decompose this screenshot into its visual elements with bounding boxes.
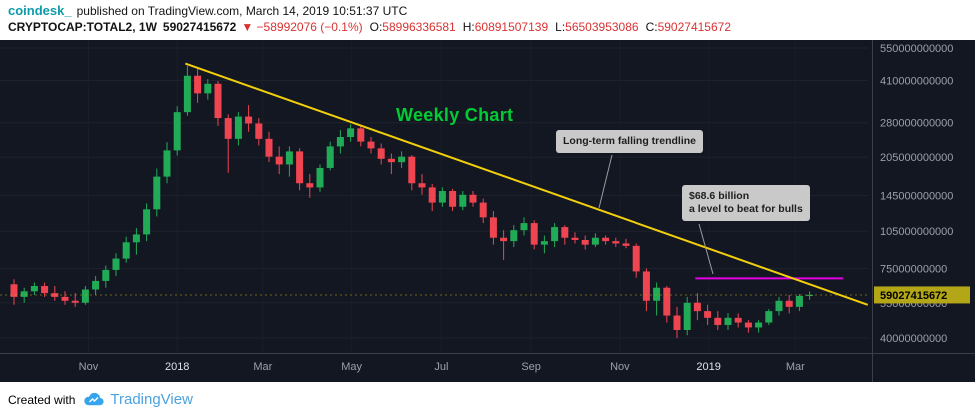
open-value: O:58996336581 bbox=[369, 20, 456, 34]
svg-text:Jul: Jul bbox=[434, 361, 448, 373]
svg-text:105000000000: 105000000000 bbox=[880, 226, 953, 238]
svg-text:75000000000: 75000000000 bbox=[880, 263, 947, 275]
coindesk-brand: coindesk_ bbox=[8, 3, 72, 18]
low-value: L:56503953086 bbox=[555, 20, 639, 34]
tradingview-cloud-icon bbox=[84, 392, 104, 406]
level-callout-line1: $68.6 billion bbox=[689, 190, 750, 202]
tradingview-brand-text: TradingView bbox=[110, 391, 193, 408]
level-callout-line2: a level to beat for bulls bbox=[689, 203, 803, 215]
weekly-chart-annotation[interactable]: Weekly Chart bbox=[396, 105, 514, 125]
last-price-value: 59027415672 bbox=[162, 20, 237, 34]
svg-text:Sep: Sep bbox=[521, 361, 541, 373]
chart-canvas[interactable]: 550000000000 410000000000 280000000000 2050… bbox=[0, 40, 975, 382]
svg-text:Nov: Nov bbox=[610, 361, 630, 373]
svg-text:550000000000: 550000000000 bbox=[880, 43, 953, 55]
svg-text:145000000000: 145000000000 bbox=[880, 191, 953, 203]
header: coindesk_ published on TradingView.com, … bbox=[0, 0, 975, 40]
chart-area: 550000000000 410000000000 280000000000 2050… bbox=[0, 40, 975, 382]
symbol-name: CRYPTOCAP:TOTAL2, 1W bbox=[8, 20, 157, 34]
svg-text:40000000000: 40000000000 bbox=[880, 333, 947, 345]
svg-text:Nov: Nov bbox=[79, 361, 99, 373]
svg-text:280000000000: 280000000000 bbox=[880, 118, 953, 130]
tradingview-link[interactable]: TradingView bbox=[82, 391, 193, 408]
svg-text:2019: 2019 bbox=[696, 361, 720, 373]
high-value: H:60891507139 bbox=[462, 20, 549, 34]
svg-text:May: May bbox=[341, 361, 362, 373]
level-callout[interactable]: $68.6 billion a level to beat for bulls bbox=[682, 185, 810, 221]
close-value: C:59027415672 bbox=[645, 20, 731, 34]
svg-text:59027415672: 59027415672 bbox=[880, 290, 947, 302]
svg-text:2018: 2018 bbox=[165, 361, 189, 373]
symbol-info-bar: CRYPTOCAP:TOTAL2, 1W 59027415672 ▼ −5899… bbox=[8, 20, 967, 34]
footer: Created with TradingView bbox=[0, 382, 975, 417]
svg-text:205000000000: 205000000000 bbox=[880, 152, 953, 164]
created-with-text: Created with bbox=[8, 392, 76, 407]
svg-text:410000000000: 410000000000 bbox=[880, 76, 953, 88]
trendline-callout[interactable]: Long-term falling trendline bbox=[556, 130, 703, 153]
price-change: ▼ −58992076 (−0.1%) bbox=[241, 20, 363, 34]
publish-line: coindesk_ published on TradingView.com, … bbox=[8, 3, 967, 18]
published-text: published on TradingView.com, March 14, … bbox=[76, 4, 408, 18]
svg-text:Mar: Mar bbox=[253, 361, 272, 373]
svg-text:Mar: Mar bbox=[786, 361, 805, 373]
